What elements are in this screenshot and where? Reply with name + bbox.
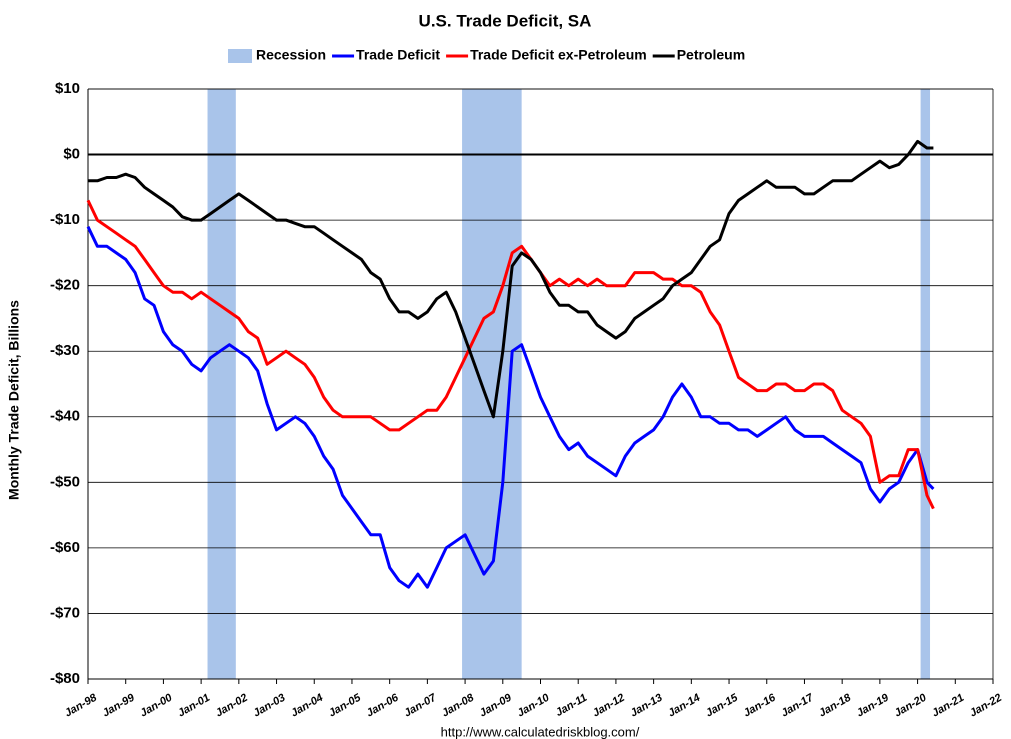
legend-label: Petroleum (677, 47, 745, 63)
x-tick-label: Jan-00 (138, 691, 175, 719)
series-line (86, 226, 935, 589)
x-tick-label: Jan-01 (176, 692, 212, 720)
x-tick-label: Jan-11 (554, 692, 589, 719)
x-tick-label: Jan-14 (666, 692, 702, 720)
y-tick-label: $10 (55, 80, 80, 97)
x-tick-label: Jan-13 (628, 692, 664, 720)
x-tick-label: Jan-22 (968, 692, 1004, 720)
recession-band (462, 89, 522, 679)
y-tick-label: $0 (63, 146, 80, 163)
x-tick-label: Jan-03 (251, 692, 287, 720)
x-tick-label: Jan-04 (289, 692, 325, 720)
x-tick-label: Jan-08 (440, 691, 477, 719)
x-tick-label: Jan-98 (63, 691, 100, 719)
y-tick-label: -$10 (50, 211, 80, 228)
x-tick-label: Jan-20 (892, 691, 929, 719)
recession-band (920, 89, 931, 679)
x-tick-label: Jan-05 (327, 691, 364, 719)
legend-label: Recession (256, 47, 326, 63)
x-tick-label: Jan-21 (930, 692, 966, 720)
legend-label: Trade Deficit ex-Petroleum (470, 47, 647, 63)
x-tick-label: Jan-17 (779, 691, 816, 719)
x-tick-label: Jan-15 (704, 691, 741, 719)
x-tick-label: Jan-09 (478, 691, 515, 719)
series-line (86, 199, 935, 510)
series-line (88, 139, 934, 419)
x-tick-label: Jan-19 (855, 691, 892, 719)
y-tick-label: -$50 (50, 473, 80, 490)
chart-title: U.S. Trade Deficit, SA (419, 11, 592, 30)
recession-band (207, 89, 236, 679)
x-tick-label: Jan-18 (817, 691, 854, 719)
y-axis-label: Monthly Trade Deficit, Billions (6, 300, 22, 500)
y-tick-label: -$60 (50, 539, 80, 556)
x-tick-label: Jan-16 (742, 691, 779, 719)
x-tick-label: Jan-02 (214, 692, 250, 720)
legend-label: Trade Deficit (356, 47, 440, 63)
y-tick-label: -$70 (50, 604, 80, 621)
x-tick-label: Jan-07 (402, 691, 439, 719)
x-tick-label: Jan-12 (591, 692, 627, 720)
source: http://www.calculatedriskblog.com/ (441, 724, 640, 739)
x-tick-label: Jan-10 (515, 691, 552, 719)
legend-swatch (228, 49, 252, 63)
y-tick-label: -$30 (50, 342, 80, 359)
x-tick-label: Jan-99 (100, 691, 137, 719)
x-tick-label: Jan-06 (364, 691, 401, 719)
y-tick-label: -$80 (50, 670, 80, 687)
y-tick-label: -$40 (50, 408, 80, 425)
y-tick-label: -$20 (50, 277, 80, 294)
